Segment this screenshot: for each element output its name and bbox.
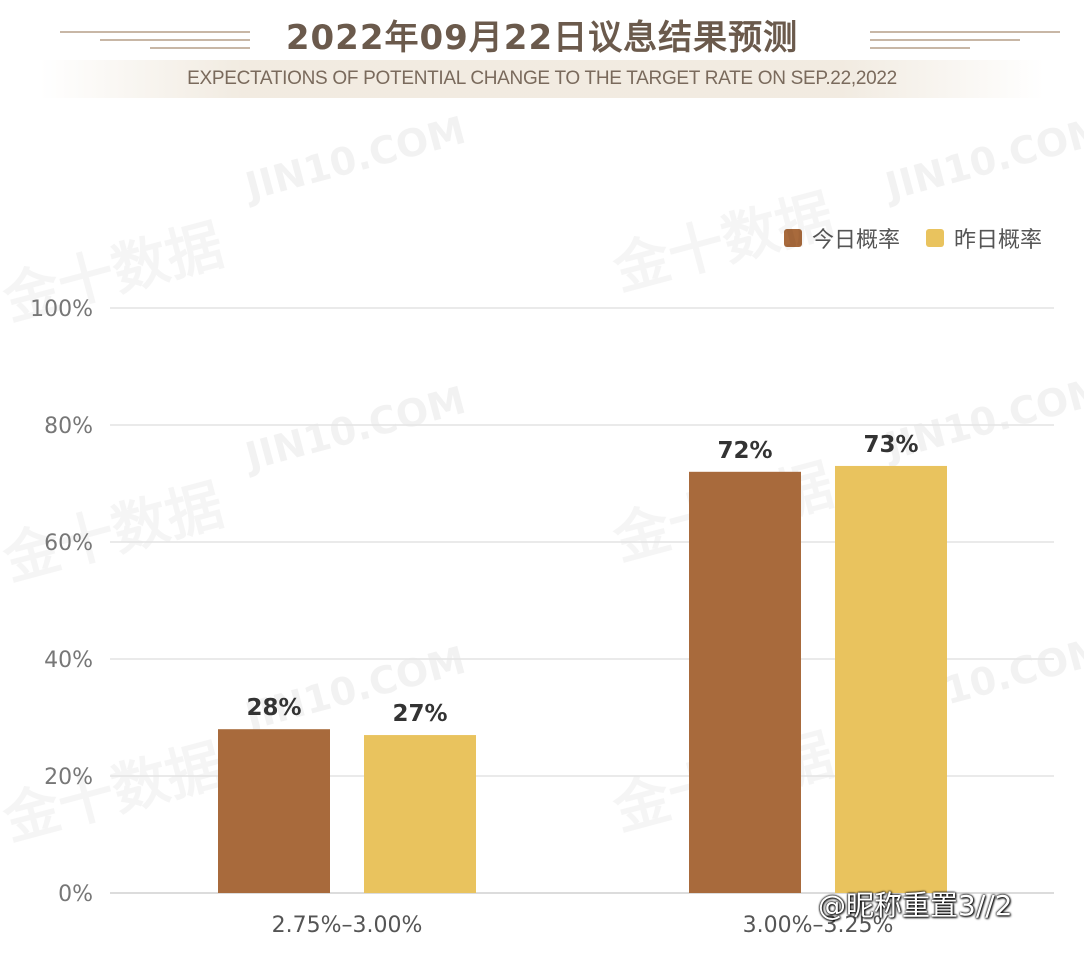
legend-label-today: 今日概率 <box>811 228 900 253</box>
legend-item-today: 今日概率 <box>783 222 900 254</box>
chart-header: 2022年09月22日议息结果预测 EXPECTATIONS OF POTENT… <box>0 0 1084 110</box>
legend-swatch-yesterday <box>925 229 944 247</box>
chart-subtitle: EXPECTATIONS OF POTENTIAL CHANGE TO THE … <box>187 68 897 89</box>
bar-value-label: 72% <box>717 438 772 464</box>
bar-today <box>218 729 330 893</box>
y-tick-label: 20% <box>44 765 93 790</box>
watermark-brand: 金十数据 <box>0 733 230 854</box>
bar-value-labels: 28% 27% 72% 73% <box>246 432 918 727</box>
x-tick-label: 3.00%–3.25% <box>743 913 894 938</box>
bar-value-label: 28% <box>246 695 301 721</box>
watermark-text: JIN10.COM <box>238 378 470 480</box>
x-tick-label: 2.75%–3.00% <box>272 913 423 938</box>
bar-value-label: 27% <box>392 701 447 727</box>
watermark-brand: 金十数据 <box>606 183 840 304</box>
bars <box>218 465 947 893</box>
legend-swatch-today <box>783 229 802 247</box>
subtitle-band <box>40 60 1044 98</box>
legend-item-yesterday: 昨日概率 <box>925 222 1042 254</box>
x-axis-ticks: 2.75%–3.00% 3.00%–3.25% <box>272 913 894 938</box>
bar-yesterday <box>835 465 947 893</box>
right-title-ornament <box>870 31 1060 49</box>
chart-title: 2022年09月22日议息结果预测 <box>285 18 799 58</box>
watermark-brand: 金十数据 <box>0 473 230 594</box>
bar-yesterday <box>364 735 476 893</box>
watermark-text: JIN10.COM <box>878 108 1084 210</box>
y-tick-label: 40% <box>44 648 93 673</box>
y-tick-label: 100% <box>30 297 93 322</box>
legend: 今日概率 昨日概率 <box>783 222 1042 254</box>
legend-label-yesterday: 昨日概率 <box>953 228 1042 253</box>
credit-watermark: @昵称重置3//2 <box>818 889 1013 922</box>
y-tick-label: 0% <box>58 882 93 907</box>
left-title-ornament <box>60 31 250 49</box>
watermark-text: JIN10.COM <box>238 108 470 210</box>
y-axis-ticks: 0% 20% 40% 60% 80% 100% <box>30 297 93 907</box>
y-tick-label: 60% <box>44 531 93 556</box>
bar-today <box>689 471 801 893</box>
y-tick-label: 80% <box>44 414 93 439</box>
bar-value-label: 73% <box>863 432 918 458</box>
